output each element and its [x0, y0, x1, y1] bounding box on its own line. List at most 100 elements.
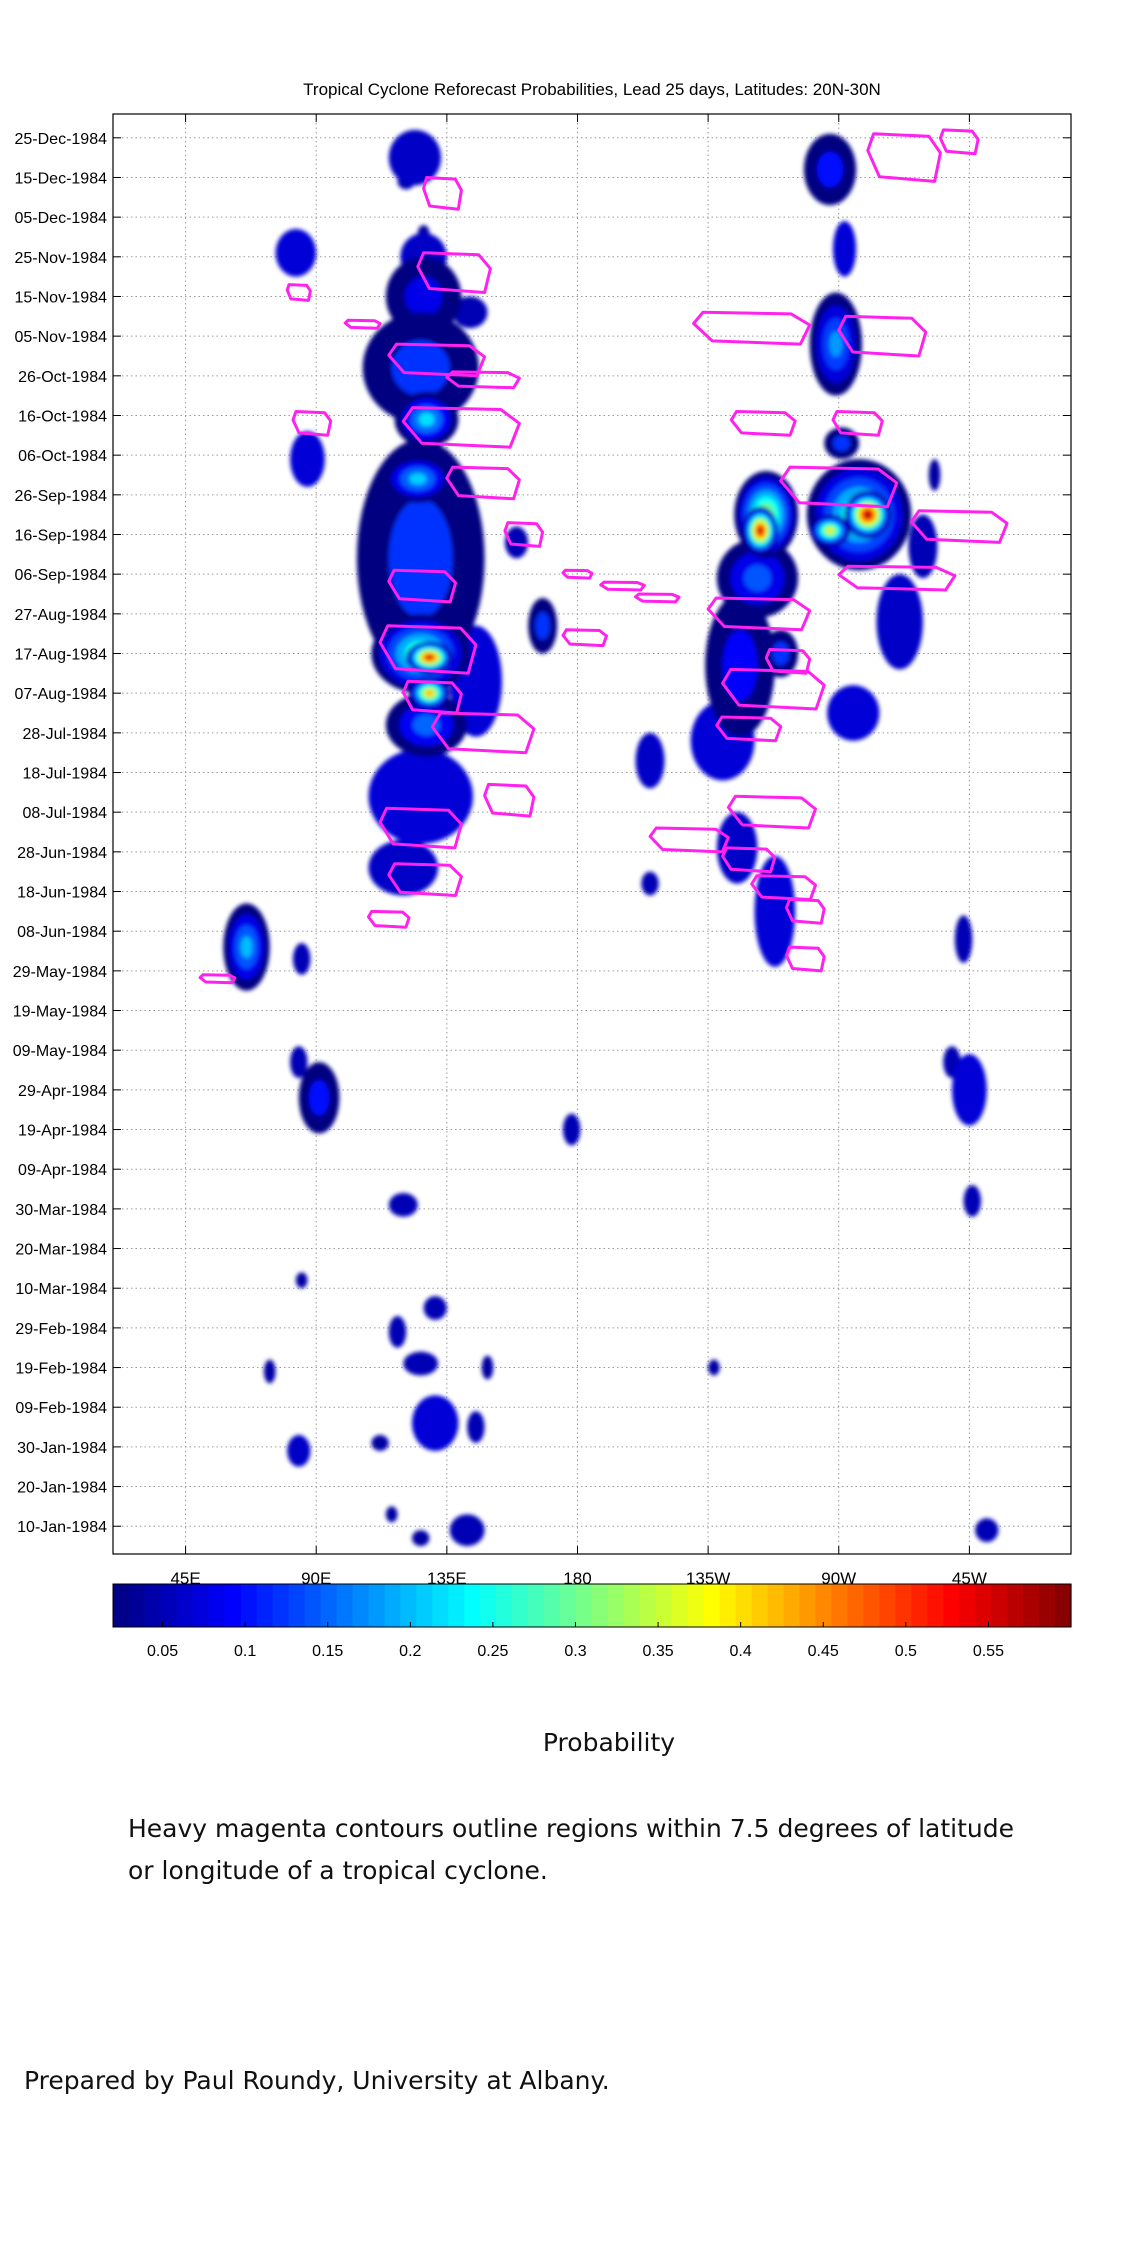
colorbar-swatch — [815, 1584, 833, 1627]
tc-contour — [692, 310, 812, 346]
credit-line: Prepared by Paul Roundy, University at A… — [24, 2066, 610, 2095]
colorbar-tick-label: 0.1 — [234, 1643, 256, 1660]
probability-blob — [292, 943, 311, 975]
y-tick-label: 06-Oct-1984 — [18, 448, 107, 465]
tc-contours — [198, 128, 1009, 985]
probability-blob — [240, 936, 253, 958]
y-tick-label: 08-Jun-1984 — [17, 924, 107, 941]
colorbar-ticks: 0.05 0.1 0.15 0.2 0.25 0.3 0.35 0.4 0.45 0.5 0.55 — [147, 1622, 1004, 1660]
colorbar-tick-label: 0.4 — [730, 1643, 752, 1660]
colorbar-swatch — [847, 1584, 865, 1627]
y-tick-label: 25-Dec-1984 — [15, 131, 108, 148]
colorbar-swatch — [272, 1584, 290, 1627]
y-tick-label: 10-Mar-1984 — [15, 1281, 107, 1298]
colorbar-swatch — [991, 1584, 1008, 1627]
colorbar-swatch — [592, 1584, 609, 1627]
y-tick-label: 29-Apr-1984 — [18, 1083, 107, 1100]
probability-blob — [827, 528, 833, 533]
colorbar-swatch — [496, 1584, 513, 1627]
probability-blob — [275, 229, 317, 277]
probability-blob — [409, 473, 427, 485]
y-tick-label: 19-Apr-1984 — [18, 1123, 107, 1140]
tc-contour — [416, 251, 492, 294]
tc-contour — [785, 945, 826, 973]
y-tick-label: 27-Aug-1984 — [14, 607, 107, 624]
probability-blob — [758, 528, 763, 533]
colorbar-swatch — [927, 1584, 944, 1627]
colorbar-tick-label: 0.35 — [642, 1643, 673, 1660]
colorbar-swatch — [480, 1584, 497, 1627]
tc-contour — [387, 342, 487, 378]
tc-contour — [866, 132, 942, 183]
colorbar-swatch — [256, 1584, 274, 1627]
y-tick-label: 19-May-1984 — [13, 1004, 107, 1021]
colorbar-swatch — [783, 1584, 801, 1627]
tc-contour — [561, 568, 594, 580]
y-tick-label: 15-Nov-1984 — [15, 289, 108, 306]
colorbar-swatch — [176, 1584, 194, 1627]
colorbar-swatch — [160, 1584, 178, 1627]
x-tick-label: 45W — [952, 1569, 987, 1588]
probability-blob — [388, 1193, 418, 1217]
note-line-1: Heavy magenta contours outline regions w… — [128, 1814, 1015, 1843]
colorbar-swatch — [911, 1584, 928, 1627]
tc-contour — [750, 874, 817, 901]
colorbar-swatch — [368, 1584, 386, 1627]
probability-blob — [427, 691, 432, 696]
colorbar-swatch — [655, 1584, 673, 1627]
probability-blob — [388, 498, 453, 618]
colorbar-swatch — [895, 1584, 912, 1627]
probability-blob — [371, 1434, 389, 1451]
y-tick-label: 30-Jan-1984 — [17, 1440, 107, 1457]
y-tick-label: 17-Aug-1984 — [14, 647, 107, 664]
y-tick-label: 05-Nov-1984 — [15, 329, 108, 346]
tc-contour — [430, 711, 536, 755]
probability-blob — [832, 221, 857, 277]
tc-contour — [378, 806, 463, 850]
probability-blob — [975, 1518, 999, 1543]
probability-blob — [743, 564, 772, 592]
y-tick-label: 18-Jun-1984 — [17, 885, 107, 902]
colorbar-swatch — [703, 1584, 721, 1627]
colorbar-swatch — [687, 1584, 705, 1627]
colorbar-tick-label: 0.55 — [973, 1643, 1004, 1660]
colorbar-swatch — [320, 1584, 338, 1627]
colorbar-swatch — [192, 1584, 210, 1627]
tc-contour — [831, 410, 884, 437]
y-tick-label: 09-Feb-1984 — [15, 1400, 107, 1417]
tc-contour — [401, 406, 521, 449]
y-axis: 10-Jan-1984 20-Jan-1984 30-Jan-1984 09-Feb-… — [13, 131, 1071, 1536]
probability-blob — [562, 1113, 581, 1146]
probability-blob — [908, 514, 938, 579]
probability-blob — [963, 1185, 982, 1217]
note-line-2: or longitude of a tropical cyclone. — [128, 1856, 548, 1885]
probability-blob — [928, 459, 941, 491]
y-tick-label: 15-Dec-1984 — [15, 170, 108, 187]
colorbar — [112, 1583, 1072, 1628]
colorbar-tick-label: 0.2 — [399, 1643, 421, 1660]
tc-contour — [503, 521, 545, 548]
y-tick-label: 26-Oct-1984 — [18, 369, 107, 386]
x-tick-label: 180 — [563, 1569, 591, 1588]
colorbar-tick-label: 0.45 — [808, 1643, 839, 1660]
colorbar-swatch — [416, 1584, 433, 1627]
colorbar-swatch — [464, 1584, 481, 1627]
x-tick-label: 135W — [686, 1569, 730, 1588]
y-tick-label: 06-Sep-1984 — [14, 567, 107, 584]
probability-blob — [827, 685, 880, 741]
tc-contour — [422, 176, 463, 211]
y-tick-label: 28-Jul-1984 — [23, 726, 108, 743]
tc-contour — [909, 509, 1009, 544]
colorbar-swatch — [975, 1584, 992, 1627]
tc-contour — [378, 624, 478, 675]
y-tick-label: 30-Mar-1984 — [15, 1202, 107, 1219]
tc-contour — [837, 314, 928, 358]
probability-blob — [368, 748, 473, 844]
tc-contour — [706, 596, 812, 632]
colorbar-swatch — [288, 1584, 306, 1627]
probability-blob — [535, 611, 550, 640]
colorbar-swatch — [959, 1584, 976, 1627]
colorbar-swatch — [639, 1584, 657, 1627]
y-tick-label: 20-Jan-1984 — [17, 1480, 107, 1497]
